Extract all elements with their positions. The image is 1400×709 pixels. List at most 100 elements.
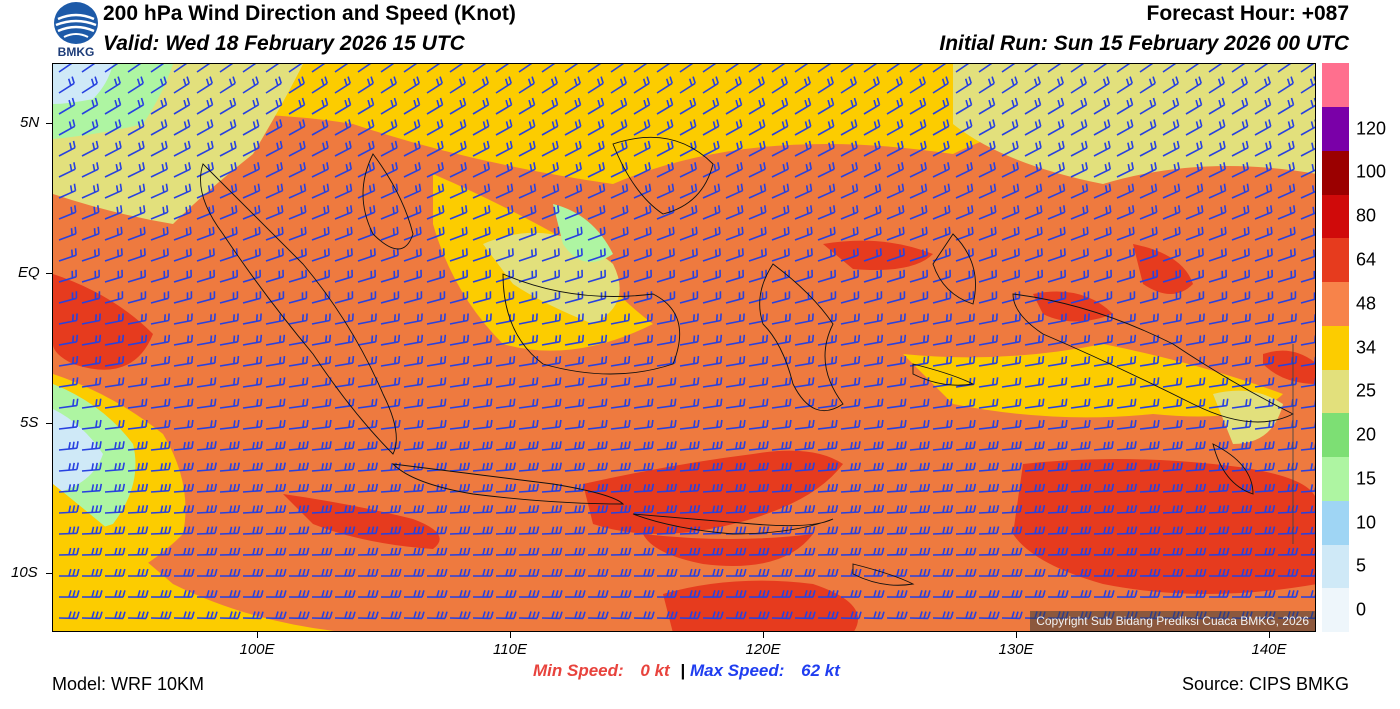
- wind-barb: [1024, 462, 1045, 472]
- wind-barb: [311, 462, 332, 472]
- wind-barb: [173, 183, 192, 199]
- wind-barb: [1300, 590, 1315, 598]
- wind-barb: [518, 590, 540, 598]
- wind-barb: [817, 398, 838, 409]
- wind-barb: [679, 183, 698, 199]
- wind-barb: [1047, 313, 1067, 325]
- wind-barb: [472, 526, 494, 535]
- wind-barb: [403, 119, 421, 136]
- wind-barb: [173, 356, 194, 367]
- wind-barb: [932, 248, 951, 262]
- wind-barb: [702, 547, 724, 556]
- wind-barb: [1093, 226, 1112, 241]
- wind-barb: [403, 483, 425, 493]
- wind-barb: [1139, 205, 1158, 220]
- wind-barb: [81, 226, 100, 241]
- wind-barb: [748, 183, 767, 199]
- max-speed-label: Max Speed:: [689, 661, 785, 680]
- wind-barb: [426, 140, 444, 157]
- wind-barb: [1185, 205, 1204, 220]
- wind-barb: [380, 505, 402, 514]
- wind-barb: [1047, 441, 1068, 451]
- wind-barb: [449, 568, 471, 577]
- wind-barb: [518, 248, 537, 262]
- wind-barb: [541, 356, 562, 367]
- wind-map: Copyright Sub Bidang Prediksi Cuaca BMKG…: [52, 63, 1316, 632]
- wind-barb: [610, 356, 631, 367]
- wind-barb: [1300, 141, 1315, 157]
- wind-barb: [380, 162, 398, 178]
- wind-barb: [173, 205, 192, 220]
- wind-barb: [978, 269, 997, 283]
- wind-barb: [81, 162, 99, 178]
- wind-barb: [863, 568, 885, 577]
- wind-barb: [495, 441, 516, 451]
- wind-barb: [219, 377, 240, 388]
- wind-barb: [518, 377, 539, 388]
- wind-barb: [1300, 356, 1315, 367]
- wind-barb: [656, 183, 675, 199]
- wind-barb: [1093, 547, 1115, 556]
- wind-barb: [173, 547, 195, 556]
- wind-barb: [564, 568, 586, 577]
- wind-barb: [610, 419, 631, 430]
- wind-barb: [1254, 398, 1275, 409]
- wind-barb: [1139, 462, 1160, 472]
- wind-barb: [1208, 183, 1227, 199]
- wind-barb: [127, 64, 142, 73]
- wind-barb: [1024, 205, 1043, 220]
- wind-barb: [334, 162, 352, 178]
- wind-barb: [1277, 419, 1298, 430]
- wind-barb: [1001, 547, 1023, 556]
- wind-barb: [1070, 419, 1091, 430]
- wind-barb: [1208, 97, 1226, 115]
- wind-barb: [909, 334, 930, 346]
- wind-barb: [817, 590, 839, 598]
- wind-barb: [886, 377, 907, 388]
- wind-barb: [656, 97, 674, 115]
- colorbar-label: 25: [1356, 380, 1377, 401]
- wind-barb: [1208, 547, 1230, 556]
- wind-barb: [817, 441, 838, 451]
- wind-barb: [840, 568, 862, 577]
- wind-barb: [1277, 526, 1299, 535]
- wind-barb: [1185, 269, 1204, 283]
- wind-barb: [1116, 183, 1135, 199]
- wind-barb: [357, 76, 374, 94]
- wind-barb: [1116, 334, 1137, 346]
- wind-barb: [702, 356, 723, 367]
- wind-barb: [357, 441, 378, 451]
- wind-barb: [1185, 76, 1202, 94]
- wind-barb: [633, 140, 651, 157]
- wind-barb: [81, 377, 102, 388]
- wind-barb: [127, 334, 148, 346]
- wind-barb: [495, 568, 517, 577]
- wind-barb: [702, 119, 720, 136]
- wind-barb: [150, 547, 172, 556]
- wind-barb: [1231, 269, 1250, 283]
- wind-barb: [449, 64, 464, 73]
- wind-barb: [127, 419, 148, 430]
- wind-barb: [610, 76, 627, 94]
- wind-barb: [564, 140, 582, 157]
- wind-barb: [104, 64, 119, 73]
- ytick-10s: [46, 573, 52, 574]
- bmkg-logo: BMKG: [52, 1, 100, 61]
- wind-barb: [58, 291, 78, 304]
- wind-barb: [403, 291, 423, 304]
- wind-barb: [1185, 119, 1203, 136]
- wind-barb: [748, 97, 766, 115]
- wind-barb: [150, 76, 167, 94]
- colorbar-swatch: [1322, 281, 1349, 326]
- wind-barb: [1162, 248, 1181, 262]
- wind-barb: [1093, 248, 1112, 262]
- wind-barb: [564, 183, 583, 199]
- wind-barb: [1300, 441, 1315, 451]
- wind-barb: [1162, 398, 1183, 409]
- wind-barb: [587, 226, 606, 241]
- wind-barb: [104, 269, 123, 283]
- wind-barb: [1300, 163, 1315, 178]
- wind-barb: [817, 97, 835, 115]
- wind-barb: [702, 205, 721, 220]
- wind-barb: [817, 526, 839, 535]
